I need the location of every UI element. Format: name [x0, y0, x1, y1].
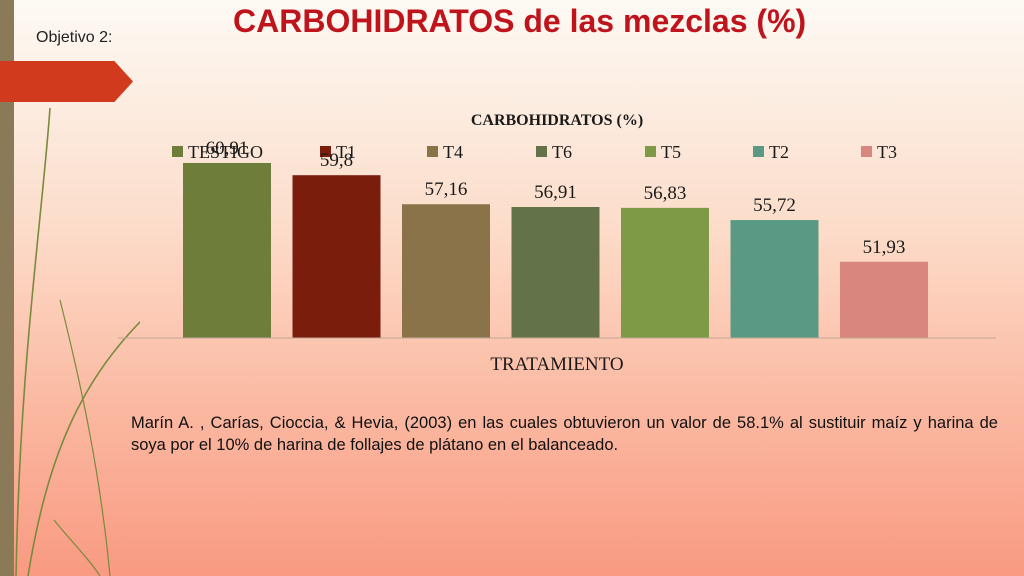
legend-swatch-t5 — [645, 146, 656, 157]
legend-label-t3: T3 — [877, 142, 897, 162]
data-label-testigo: 60,91 — [206, 138, 249, 159]
data-label-t3: 51,93 — [863, 237, 906, 258]
bar-t5 — [621, 207, 709, 338]
vine-line — [53, 519, 101, 576]
bar-t4 — [402, 204, 490, 338]
bar-t6 — [511, 206, 600, 338]
slide-title: CARBOHIDRATOS de las mezclas (%) — [233, 3, 807, 39]
legend-label-testigo: TESTIGO — [188, 142, 263, 162]
bar-chart: CARBOHIDRATOS (%) TESTIGO T1 T4 T6 T5 T2 T3 60… — [118, 112, 996, 375]
legend-swatch-t6 — [536, 146, 547, 157]
bar-t1 — [292, 175, 381, 338]
legend-swatch-testigo — [172, 146, 183, 157]
chart-title: CARBOHIDRATOS (%) — [471, 112, 643, 129]
bar-series-group: 60,91 59,8 57,16 56,91 56,83 55,72 51,93 — [183, 138, 928, 338]
legend-label-t5: T5 — [661, 142, 681, 162]
legend-swatch-t2 — [753, 146, 764, 157]
left-sidebar-bar — [0, 0, 14, 576]
legend-label-t4: T4 — [443, 142, 463, 162]
vine-line — [27, 320, 140, 576]
legend-label-t1: T1 — [336, 142, 356, 162]
bar-t3 — [840, 261, 928, 338]
data-label-t4: 57,16 — [425, 179, 468, 200]
vine-line — [15, 107, 51, 576]
citation-paragraph: Marín A. , Carías, Cioccia, & Hevia, (20… — [131, 414, 998, 454]
legend-label-t2: T2 — [769, 142, 789, 162]
section-arrow-banner — [0, 61, 133, 102]
legend-swatch-t3 — [861, 146, 872, 157]
data-label-t1: 59,8 — [320, 150, 353, 171]
chart-legend: TESTIGO T1 T4 T6 T5 T2 T3 — [172, 142, 897, 162]
legend-swatch-t4 — [427, 146, 438, 157]
bar-t2 — [730, 220, 819, 338]
x-axis-title: TRATAMIENTO — [490, 354, 623, 375]
slide-subtitle: Objetivo 2: — [36, 29, 113, 46]
data-label-t6: 56,91 — [534, 182, 577, 203]
decorative-vines — [15, 107, 140, 576]
legend-swatch-t1 — [320, 146, 331, 157]
data-label-t5: 56,83 — [644, 183, 687, 204]
legend-label-t6: T6 — [552, 142, 572, 162]
bar-testigo — [183, 162, 271, 338]
vine-line — [59, 299, 111, 576]
data-label-t2: 55,72 — [753, 195, 796, 216]
